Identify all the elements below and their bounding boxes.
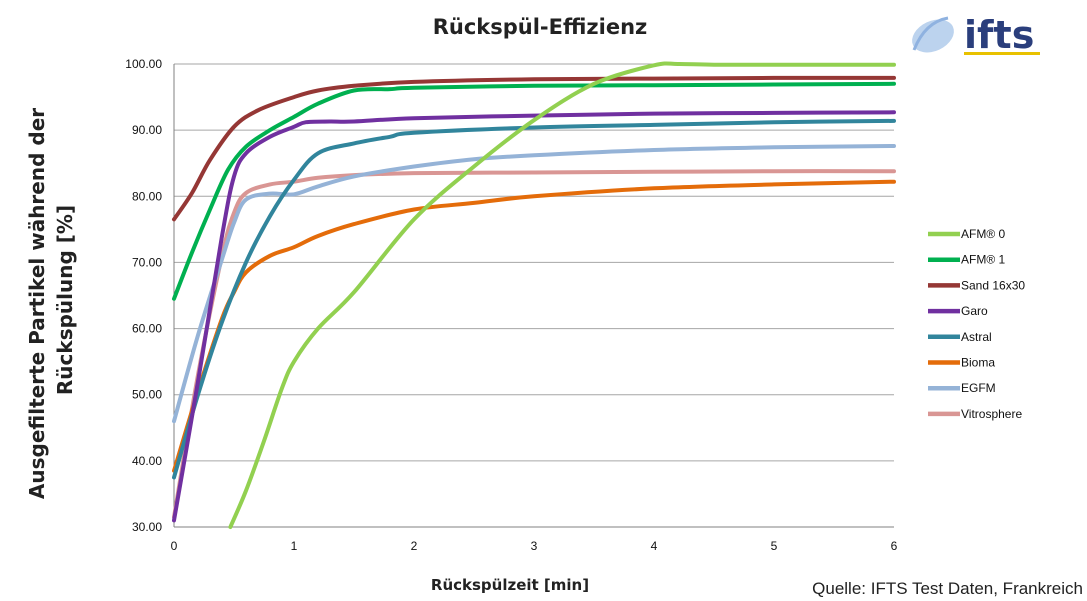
logo-hand-icon	[912, 19, 954, 53]
y-axis-title-line-1: Ausgefilterte Partikel während der	[25, 108, 49, 499]
logo-swoosh-icon	[912, 16, 949, 51]
y-axis-ticks: 30.00 40.00 50.00 60.00 70.00 80.00 90.00 100.0…	[125, 57, 162, 534]
y-tick-label: 70.00	[132, 255, 162, 269]
y-tick-label: 80.00	[132, 189, 162, 203]
source-note: Quelle: IFTS Test Daten, Frankreich	[812, 579, 1083, 598]
series-line-sand-16x30	[172, 75, 896, 222]
y-tick-label: 30.00	[132, 520, 162, 534]
series-line-bioma	[172, 179, 896, 473]
series-line-vitrosphere	[172, 169, 896, 520]
chart-title: Rückspül-Effizienz	[433, 15, 648, 39]
y-axis-title: Ausgefilterte Partikel während der Rücks…	[25, 101, 77, 499]
ifts-logo: ifts	[912, 13, 1040, 57]
y-tick-label: 50.00	[132, 388, 162, 402]
series-line-egfm	[172, 144, 896, 424]
x-tick-label: 0	[171, 539, 178, 553]
series-line-garo	[172, 110, 896, 523]
y-tick-label: 90.00	[132, 123, 162, 137]
y-tick-label: 100.00	[125, 57, 162, 71]
legend-label-afm-0: AFM® 0	[961, 227, 1006, 241]
y-tick-label: 60.00	[132, 322, 162, 336]
legend-label-vitrosphere: Vitrosphere	[961, 407, 1022, 421]
x-axis-title: Rückspülzeit [min]	[431, 576, 589, 594]
y-tick-label: 40.00	[132, 454, 162, 468]
logo-underline	[964, 52, 1040, 55]
chart-series	[172, 61, 896, 529]
x-tick-label: 2	[411, 539, 418, 553]
legend-label-astral: Astral	[961, 330, 992, 344]
x-axis-ticks: 0 1 2 3 4 5 6	[171, 539, 898, 553]
series-line-astral	[172, 118, 896, 480]
legend-label-bioma: Bioma	[961, 356, 995, 370]
series-line-afm-1	[172, 81, 896, 301]
x-tick-label: 3	[531, 539, 538, 553]
legend-label-egfm: EGFM	[961, 381, 996, 395]
legend-label-garo: Garo	[961, 304, 988, 318]
y-axis-title-line-2: Rückspülung [%]	[53, 205, 77, 395]
x-tick-label: 1	[291, 539, 298, 553]
series-line-afm-0	[228, 61, 896, 529]
legend-label-afm-1: AFM® 1	[961, 253, 1006, 267]
chart-legend: AFM® 0 AFM® 1 Sand 16x30 Garo Astral Bioma EGF…	[928, 227, 1025, 421]
x-tick-label: 4	[651, 539, 658, 553]
x-tick-label: 5	[771, 539, 778, 553]
legend-label-sand-16x30: Sand 16x30	[961, 278, 1025, 292]
x-tick-label: 6	[891, 539, 898, 553]
logo-text: ifts	[964, 13, 1034, 57]
